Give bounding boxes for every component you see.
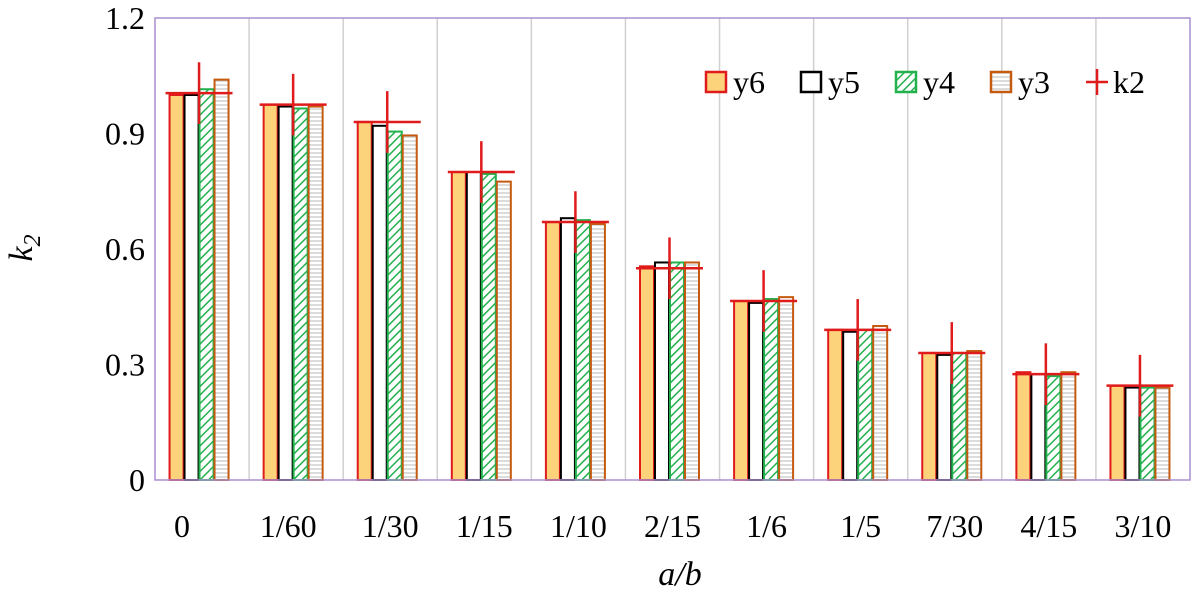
y-tick-label: 0.3: [105, 347, 145, 383]
x-tick-label: 4/15: [1020, 508, 1077, 544]
bar-y5: [277, 105, 294, 482]
bar-y6: [168, 94, 185, 481]
bar-y4: [198, 88, 215, 481]
x-tick-label: 1/10: [550, 508, 607, 544]
legend-label-k2: k2: [1113, 64, 1145, 100]
bar-y5: [559, 217, 576, 481]
x-tick-label: 0: [174, 508, 190, 544]
bar-y3: [684, 261, 700, 481]
y-tick-label: 0.9: [105, 116, 145, 152]
bar-y5: [371, 124, 388, 482]
x-tick-label: 7/30: [926, 508, 983, 544]
bar-y6: [733, 299, 750, 481]
legend-label-y3: y3: [1018, 64, 1050, 100]
bar-y3: [213, 78, 230, 481]
bar-y3: [401, 134, 418, 482]
bar-y5: [654, 261, 670, 481]
x-tick-label: 1/6: [746, 508, 787, 544]
svg-text:k2: k2: [3, 234, 46, 261]
bar-y3: [307, 105, 324, 482]
legend-swatch-y3: [989, 70, 1013, 94]
bars: [165, 62, 1174, 482]
x-tick-label: 2/15: [644, 508, 701, 544]
bar-y6: [639, 265, 655, 482]
bar-y4: [669, 261, 685, 481]
bar-y3: [778, 296, 795, 481]
x-tick-label: 3/10: [1115, 508, 1172, 544]
bar-y6: [1109, 384, 1126, 481]
y-axis-label: k2: [3, 234, 46, 261]
bar-y3: [1060, 371, 1077, 482]
bar-y6: [1015, 371, 1032, 482]
bar-y5: [936, 353, 953, 481]
bar-y6: [262, 103, 279, 481]
bar-y6: [544, 221, 561, 482]
legend-label-y6: y6: [733, 64, 765, 100]
legend-label-y4: y4: [923, 64, 955, 100]
x-tick-label: 1/15: [456, 508, 513, 544]
bar-y4: [480, 172, 497, 482]
bar-y4: [857, 328, 874, 481]
bar-y5: [1124, 386, 1141, 482]
legend-swatch-y4: [894, 70, 918, 94]
bar-y4: [763, 298, 780, 481]
bar-y3: [1154, 386, 1171, 482]
bar-y4: [574, 219, 591, 481]
x-tick-labels: 0 1/60 1/30 1/15 1/10 2/15 1/6 1/5 7/30 4/15 3/10: [174, 508, 1171, 544]
bar-y6: [450, 171, 467, 481]
y-tick-label: 1.2: [105, 0, 145, 36]
bar-y5: [1030, 373, 1047, 481]
x-tick-label: 1/30: [362, 508, 419, 544]
bar-y3: [495, 180, 512, 481]
bar-y4: [1045, 375, 1062, 481]
legend-swatch-y6: [704, 70, 728, 94]
bar-y4: [1139, 386, 1156, 482]
x-tick-label: 1/60: [260, 508, 317, 544]
y-tick-labels: 0 0.3 0.6 0.9 1.2: [105, 0, 145, 498]
bar-y5: [842, 330, 859, 481]
legend-label-y5: y5: [828, 64, 860, 100]
bar-y6: [921, 351, 938, 482]
bar-y6: [356, 120, 373, 481]
bar-y3: [589, 222, 606, 481]
x-tick-label: 1/5: [840, 508, 881, 544]
bar-y3: [966, 350, 983, 481]
bar-y5: [748, 301, 765, 481]
bar-y6: [827, 328, 844, 481]
y-axis-label-subscript: 2: [20, 234, 46, 246]
bar-y4: [386, 130, 403, 481]
y-axis-label-main: k: [3, 246, 40, 262]
legend: y6 y5 y4 y3 k2: [704, 64, 1145, 100]
bar-y5: [465, 171, 482, 481]
plot-border: [154, 17, 1191, 481]
bar-y3: [872, 325, 889, 481]
bar-y5: [183, 94, 200, 481]
y-tick-label: 0.6: [105, 231, 145, 267]
gridlines: [248, 18, 1097, 480]
plot-frame: [154, 17, 1191, 481]
x-axis-label: a/b: [658, 556, 701, 593]
y-tick-label: 0: [129, 462, 145, 498]
bar-y4: [951, 351, 968, 482]
bar-y4: [292, 107, 309, 481]
legend-swatch-y5: [799, 70, 823, 94]
